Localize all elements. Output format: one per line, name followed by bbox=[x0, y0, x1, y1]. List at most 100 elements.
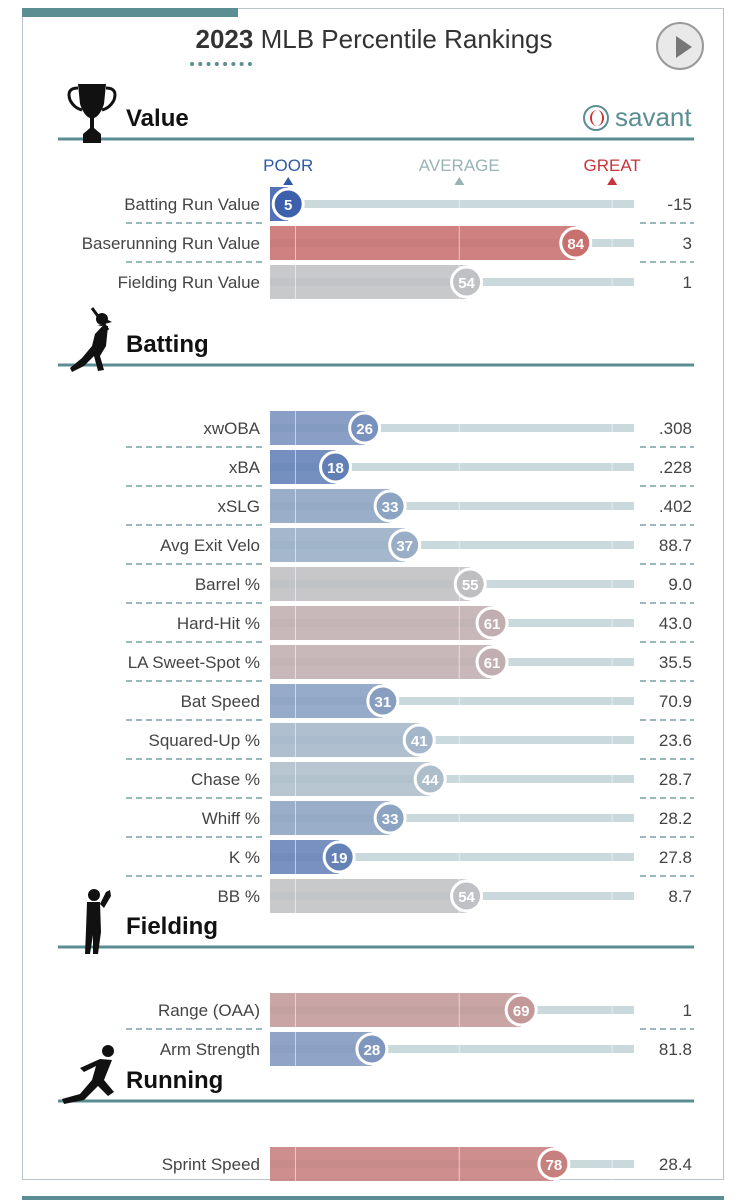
metric-row: BB % 54 8.7 bbox=[126, 875, 694, 913]
percentile-dot bbox=[402, 723, 436, 757]
metric-stat: 9.0 bbox=[668, 575, 692, 594]
trophy-icon bbox=[67, 84, 117, 143]
play-icon[interactable] bbox=[656, 22, 704, 70]
metric-label: xwOBA bbox=[203, 419, 260, 438]
percentile-dot bbox=[373, 489, 407, 523]
batter-body bbox=[70, 320, 112, 372]
percentile-bar bbox=[270, 1032, 372, 1066]
metric-stat: 28.4 bbox=[659, 1155, 692, 1174]
percentile-value: 78 bbox=[546, 1157, 563, 1174]
percentile-dot bbox=[453, 567, 487, 601]
metric-label: Avg Exit Velo bbox=[160, 536, 260, 555]
great-label: GREAT bbox=[584, 156, 641, 175]
percentile-bar bbox=[270, 723, 420, 757]
metric-stat: 8.7 bbox=[668, 887, 692, 906]
percentile-value: 69 bbox=[513, 1003, 530, 1020]
metric-stat: .228 bbox=[659, 458, 692, 477]
metric-track bbox=[270, 814, 634, 822]
runner-icon bbox=[62, 1045, 114, 1104]
metric-label: Whiff % bbox=[202, 809, 260, 828]
metric-stat: 70.9 bbox=[659, 692, 692, 711]
metric-label: Squared-Up % bbox=[148, 731, 260, 750]
percentile-bar bbox=[270, 265, 467, 299]
metric-row: Barrel % 55 9.0 bbox=[126, 563, 694, 601]
metric-label: xSLG bbox=[217, 497, 260, 516]
metric-row: Batting Run Value 5 -15 bbox=[124, 187, 692, 221]
percentile-dot bbox=[355, 1032, 389, 1066]
percentile-dot bbox=[559, 226, 593, 260]
percentile-value: 5 bbox=[284, 197, 292, 214]
fielder-head bbox=[88, 889, 100, 901]
metric-label: Barrel % bbox=[195, 575, 260, 594]
trophy-handle-left bbox=[67, 86, 83, 112]
section-title: Batting bbox=[126, 331, 209, 358]
title-text: MLB Percentile Rankings bbox=[260, 24, 553, 54]
savant-logo[interactable]: savant bbox=[583, 102, 692, 133]
metric-row: Whiff % 33 28.2 bbox=[126, 797, 694, 835]
percentile-bar bbox=[270, 645, 493, 679]
metric-label: Hard-Hit % bbox=[177, 614, 260, 633]
section-running: Running Sprint Speed 78 28.4 bbox=[58, 1045, 694, 1181]
percentile-dot bbox=[450, 879, 484, 913]
percentile-value: 33 bbox=[382, 811, 399, 828]
batter-icon bbox=[70, 307, 112, 372]
metric-label: Sprint Speed bbox=[162, 1155, 260, 1174]
percentile-value: 54 bbox=[458, 889, 475, 906]
metric-stat: 28.7 bbox=[659, 770, 692, 789]
percentile-dot bbox=[322, 840, 356, 874]
percentile-dot bbox=[373, 801, 407, 835]
section-value: Value Batting Run Value 5 -15 Baserunning Ru… bbox=[58, 84, 694, 299]
average-label: AVERAGE bbox=[419, 156, 500, 175]
runner-body bbox=[62, 1059, 114, 1104]
percentile-bar bbox=[270, 801, 391, 835]
metric-row: xBA 18 .228 bbox=[126, 446, 694, 484]
metric-label: Fielding Run Value bbox=[118, 273, 260, 292]
average-marker bbox=[454, 177, 465, 185]
metric-stat: 28.2 bbox=[659, 809, 692, 828]
section-fielding: Fielding Range (OAA) 69 1 Arm Strength 28 81.8 bbox=[58, 889, 694, 1066]
percentile-value: 28 bbox=[364, 1042, 381, 1059]
metric-label: BB % bbox=[217, 887, 260, 906]
top-accent-bar bbox=[22, 8, 238, 17]
percentile-value: 61 bbox=[484, 616, 501, 633]
bottom-accent-bar bbox=[22, 1196, 724, 1200]
trophy-cup bbox=[78, 84, 106, 143]
metric-row: Fielding Run Value 54 1 bbox=[118, 261, 694, 299]
title-underline bbox=[190, 62, 252, 70]
percentile-bar bbox=[270, 567, 471, 601]
metric-row: Baserunning Run Value 84 3 bbox=[82, 222, 694, 260]
metric-stat: 81.8 bbox=[659, 1040, 692, 1059]
percentile-dot bbox=[413, 762, 447, 796]
metric-row: Hard-Hit % 61 43.0 bbox=[126, 602, 694, 640]
great-marker bbox=[607, 177, 618, 185]
metric-row: Arm Strength 28 81.8 bbox=[126, 1028, 694, 1066]
percentile-value: 19 bbox=[331, 850, 348, 867]
percentile-value: 31 bbox=[374, 694, 391, 711]
batter-bat bbox=[90, 307, 110, 331]
percentile-dot bbox=[475, 606, 509, 640]
metric-label: LA Sweet-Spot % bbox=[128, 653, 260, 672]
percentile-value: 37 bbox=[396, 538, 413, 555]
percentile-value: 61 bbox=[484, 655, 501, 672]
metric-track bbox=[270, 502, 634, 510]
runner-head bbox=[102, 1045, 114, 1057]
metric-label: Chase % bbox=[191, 770, 260, 789]
metric-track bbox=[270, 463, 634, 471]
percentile-value: 18 bbox=[327, 460, 344, 477]
metric-row: K % 19 27.8 bbox=[126, 836, 694, 874]
page-title: 2023 MLB Percentile Rankings bbox=[0, 24, 748, 55]
trophy-handle-right bbox=[101, 86, 117, 112]
section-title: Value bbox=[126, 105, 189, 132]
percentile-bar bbox=[270, 879, 467, 913]
percentile-bar bbox=[270, 489, 391, 523]
metric-label: xBA bbox=[229, 458, 261, 477]
fielder-body bbox=[85, 902, 101, 954]
percentile-bar bbox=[270, 993, 522, 1027]
metric-stat: 1 bbox=[683, 273, 692, 292]
metric-stat: 23.6 bbox=[659, 731, 692, 750]
title-year: 2023 bbox=[195, 24, 254, 54]
metric-row: Chase % 44 28.7 bbox=[126, 758, 694, 796]
metric-row: Sprint Speed 78 28.4 bbox=[162, 1147, 692, 1181]
percentile-dot bbox=[348, 411, 382, 445]
